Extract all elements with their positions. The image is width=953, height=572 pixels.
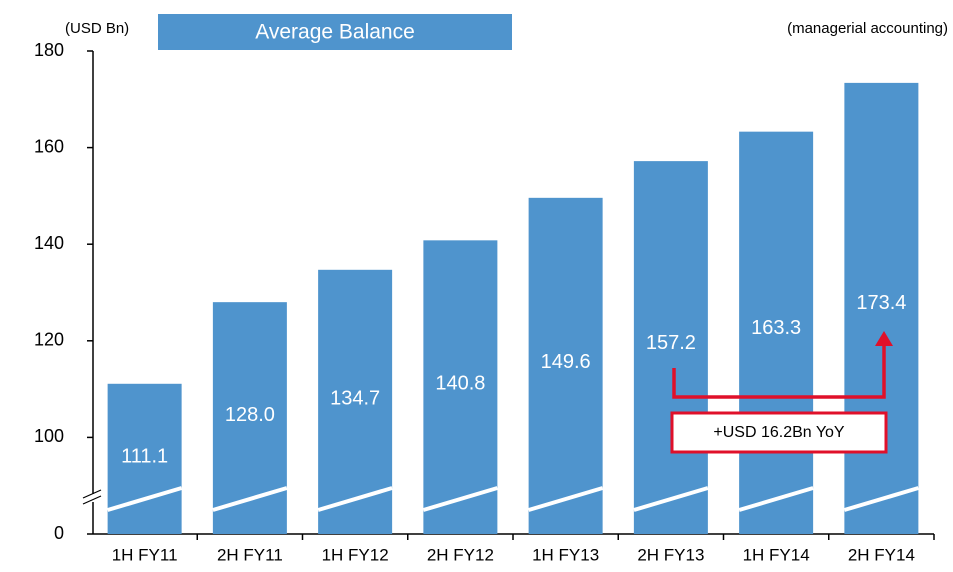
y-tick-label: 160 xyxy=(34,136,64,156)
break-slash xyxy=(422,486,498,512)
bar xyxy=(212,302,287,534)
axis-break-gap xyxy=(84,494,100,502)
unit-label: (USD Bn) xyxy=(65,20,129,37)
y-tick-label: 120 xyxy=(34,330,64,350)
x-tick-label: 2H FY14 xyxy=(848,545,915,564)
bar xyxy=(423,240,498,534)
x-tick-label: 1H FY12 xyxy=(322,545,389,564)
axis-break-mark xyxy=(82,495,102,505)
yoy-bracket xyxy=(672,345,886,399)
value-label: 157.2 xyxy=(646,332,696,354)
break-slash xyxy=(633,486,709,512)
value-label: 149.6 xyxy=(541,351,591,373)
value-label: 163.3 xyxy=(751,317,801,339)
x-tick-label: 2H FY12 xyxy=(427,545,494,564)
break-slash xyxy=(738,486,814,512)
note: (managerial accounting) xyxy=(787,20,948,37)
annotation-box xyxy=(670,411,888,454)
arrow-head xyxy=(875,331,893,346)
y-tick-label: 0 xyxy=(54,523,64,543)
title-box xyxy=(158,14,512,50)
value-label: 134.7 xyxy=(330,388,380,410)
value-label: 140.8 xyxy=(435,373,485,395)
break-slash xyxy=(212,486,288,512)
plot: 0 100 120 140 160 180 111.1 1H FY11 128.0 2H FY11… xyxy=(34,40,935,564)
value-label: 173.4 xyxy=(856,292,906,314)
annotation: +USD 16.2Bn YoY xyxy=(713,424,845,441)
break-slash xyxy=(317,486,393,512)
bar xyxy=(739,131,814,534)
bar xyxy=(844,82,919,535)
chart-title: Average Balance xyxy=(255,21,415,44)
x-tick-label: 2H FY13 xyxy=(637,545,704,564)
x-tick-label: 1H FY13 xyxy=(532,545,599,564)
x-tick-label: 1H FY11 xyxy=(112,545,178,564)
bar xyxy=(107,383,182,534)
y-tick-label: 140 xyxy=(34,233,64,253)
value-label: 111.1 xyxy=(121,446,168,468)
value-label: 128.0 xyxy=(225,404,275,426)
bar xyxy=(528,197,603,534)
bar xyxy=(633,161,708,534)
break-slash xyxy=(107,486,183,512)
x-tick-label: 1H FY14 xyxy=(743,545,810,564)
x-tick-label: 2H FY11 xyxy=(217,545,283,564)
y-tick-label: 180 xyxy=(34,40,64,60)
y-tick-label: 100 xyxy=(34,426,64,446)
break-slash xyxy=(843,486,919,512)
break-slash xyxy=(528,486,604,512)
axis-break-mark xyxy=(82,489,102,499)
